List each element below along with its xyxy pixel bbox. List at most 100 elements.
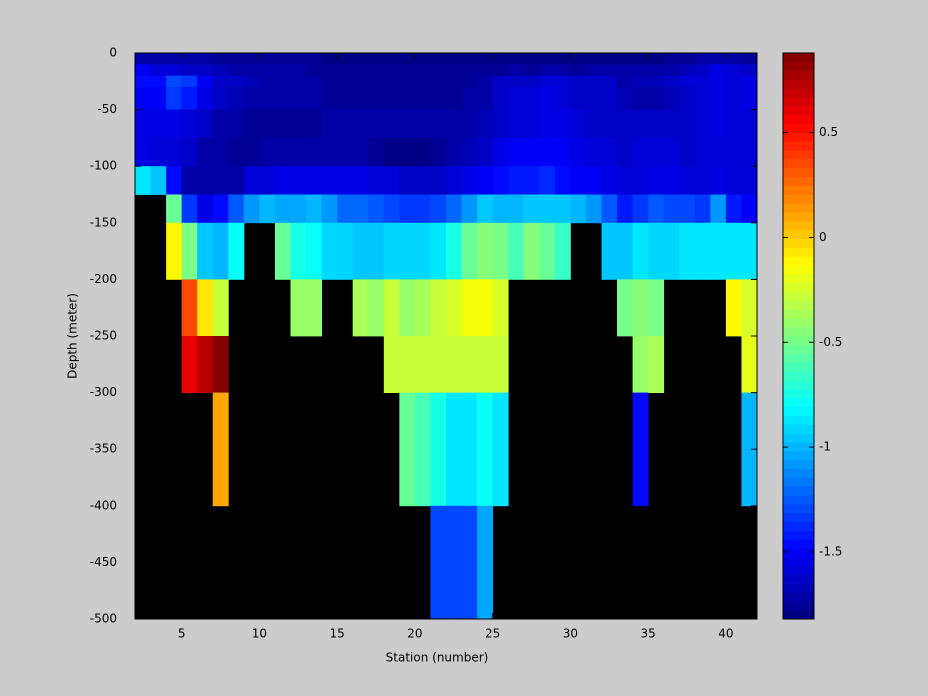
y-tick-label: -500 bbox=[90, 612, 117, 626]
cell bbox=[430, 505, 447, 620]
cell bbox=[477, 86, 494, 110]
cell bbox=[430, 137, 447, 167]
cell bbox=[508, 166, 525, 195]
cell bbox=[725, 53, 742, 65]
cell bbox=[617, 166, 633, 195]
cell bbox=[601, 64, 618, 77]
colorbar-band bbox=[783, 114, 814, 125]
cell bbox=[477, 392, 494, 507]
cell bbox=[274, 137, 291, 167]
cell bbox=[679, 53, 696, 65]
cell bbox=[274, 109, 291, 139]
cell bbox=[383, 53, 400, 65]
cell bbox=[306, 279, 322, 337]
cell bbox=[632, 109, 649, 139]
cell bbox=[259, 166, 276, 195]
cell bbox=[601, 53, 618, 65]
cell bbox=[477, 505, 494, 620]
cell bbox=[539, 194, 556, 224]
cell bbox=[523, 75, 540, 88]
cell bbox=[554, 166, 571, 195]
cell bbox=[243, 137, 260, 167]
cell bbox=[306, 194, 322, 224]
cell bbox=[710, 222, 727, 280]
cell bbox=[306, 53, 322, 65]
cell bbox=[492, 194, 509, 224]
cell bbox=[461, 75, 478, 88]
cell bbox=[710, 75, 727, 88]
cell bbox=[352, 166, 369, 195]
cell bbox=[694, 64, 711, 77]
cell bbox=[632, 86, 649, 110]
cell bbox=[306, 86, 322, 110]
cell bbox=[601, 194, 618, 224]
cell bbox=[228, 194, 245, 224]
cell bbox=[554, 86, 571, 110]
cell bbox=[461, 336, 478, 393]
cell bbox=[446, 75, 462, 88]
cell bbox=[446, 64, 462, 77]
colorbar-band bbox=[783, 601, 814, 611]
cell bbox=[181, 336, 198, 393]
cell bbox=[181, 109, 198, 139]
cell bbox=[461, 86, 478, 110]
colorbar-band bbox=[783, 53, 814, 63]
cell bbox=[197, 336, 214, 393]
cell bbox=[632, 137, 649, 167]
x-tick-label: 40 bbox=[718, 627, 733, 641]
cell bbox=[430, 53, 447, 65]
cell bbox=[414, 392, 431, 507]
cell bbox=[337, 109, 354, 139]
cell bbox=[337, 137, 354, 167]
cell bbox=[741, 279, 758, 337]
cell bbox=[430, 86, 447, 110]
colorbar-band bbox=[783, 132, 814, 142]
cell bbox=[399, 109, 416, 139]
cell bbox=[554, 222, 571, 280]
colorbar-band bbox=[783, 256, 814, 266]
cell bbox=[197, 222, 214, 280]
cell bbox=[632, 336, 649, 393]
cell bbox=[337, 86, 354, 110]
cell bbox=[399, 75, 416, 88]
cell bbox=[648, 336, 665, 393]
cell bbox=[477, 137, 494, 167]
cell bbox=[477, 64, 494, 77]
cell bbox=[663, 194, 680, 224]
colorbar-band bbox=[783, 123, 814, 133]
cell bbox=[181, 222, 198, 280]
y-tick-label: -350 bbox=[90, 442, 117, 456]
cell bbox=[570, 109, 587, 139]
y-tick-label: -150 bbox=[90, 215, 117, 229]
cell bbox=[414, 109, 431, 139]
colorbar-tick-label: -1.5 bbox=[819, 544, 842, 558]
cell bbox=[648, 64, 665, 77]
colorbar-band bbox=[783, 468, 814, 478]
x-tick-label: 20 bbox=[407, 627, 422, 641]
colorbar-band bbox=[783, 565, 814, 576]
cell bbox=[150, 64, 167, 77]
cell bbox=[477, 194, 494, 224]
colorbar-band bbox=[783, 70, 814, 80]
cell bbox=[197, 109, 214, 139]
cell bbox=[617, 109, 633, 139]
cell bbox=[446, 137, 462, 167]
cell bbox=[181, 279, 198, 337]
y-axis-label: Depth (meter) bbox=[66, 293, 80, 379]
cell bbox=[492, 137, 509, 167]
cell bbox=[135, 53, 151, 65]
cell bbox=[166, 86, 183, 110]
cell bbox=[321, 137, 338, 167]
colorbar-band bbox=[783, 406, 814, 416]
cell bbox=[383, 279, 400, 337]
cell bbox=[414, 166, 431, 195]
cell bbox=[414, 222, 431, 280]
colorbar-band bbox=[783, 486, 814, 496]
cell bbox=[181, 75, 198, 88]
cell bbox=[259, 109, 276, 139]
cell bbox=[337, 53, 354, 65]
cell bbox=[710, 166, 727, 195]
cell bbox=[663, 53, 680, 65]
cell bbox=[648, 279, 665, 337]
x-axis-label: Station (number) bbox=[386, 651, 489, 665]
